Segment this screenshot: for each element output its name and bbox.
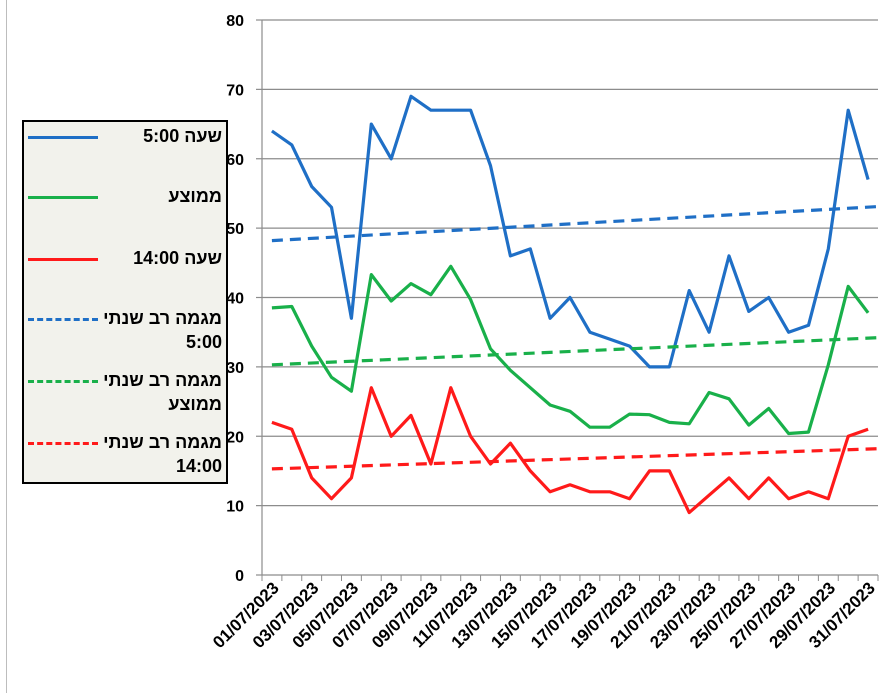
legend-swatch-series-2 bbox=[28, 196, 98, 199]
legend-label-series-1: שעה 5:00 bbox=[143, 126, 222, 146]
series-line-2 bbox=[271, 264, 870, 436]
y-tick-label-6: 60 bbox=[226, 152, 244, 169]
series-line-3 bbox=[271, 386, 869, 515]
legend-swatch-series-4 bbox=[28, 318, 98, 321]
legend-label-series-5: מגמה רב שנתי ממוצע bbox=[103, 370, 222, 414]
series-line-6 bbox=[271, 447, 879, 471]
legend-item-series-6: מגמה רב שנתי 14:00 bbox=[24, 428, 226, 476]
legend-item-series-1: שעה 5:00 bbox=[24, 122, 226, 166]
y-tick-label-0: 0 bbox=[235, 568, 244, 585]
legend-swatch-series-3 bbox=[28, 258, 98, 261]
y-tick-label-4: 40 bbox=[226, 291, 244, 308]
legend-label-series-6: מגמה רב שנתי 14:00 bbox=[103, 432, 222, 476]
frame-border-left bbox=[6, 0, 7, 693]
legend-swatch-series-6 bbox=[28, 442, 98, 445]
legend-item-series-5: מגמה רב שנתי ממוצע bbox=[24, 366, 226, 414]
y-tick-label-8: 80 bbox=[226, 13, 244, 30]
series-line-1 bbox=[270, 94, 870, 369]
chart-legend: שעה 5:00 ממוצע שעה 14:00 מגמה רב שנתי 5:… bbox=[22, 120, 228, 484]
y-tick-label-2: 20 bbox=[226, 429, 244, 446]
legend-item-series-3: שעה 14:00 bbox=[24, 244, 226, 292]
legend-item-series-2: ממוצע bbox=[24, 182, 226, 222]
y-tick-label-1: 10 bbox=[226, 499, 244, 516]
legend-swatch-series-1 bbox=[28, 136, 98, 139]
legend-item-series-4: מגמה רב שנתי 5:00 bbox=[24, 304, 226, 352]
legend-label-series-4: מגמה רב שנתי 5:00 bbox=[103, 308, 222, 352]
legend-label-series-3: שעה 14:00 bbox=[133, 248, 222, 268]
y-tick-label-7: 70 bbox=[226, 82, 244, 99]
legend-label-series-2: ממוצע bbox=[168, 186, 222, 206]
y-tick-label-5: 50 bbox=[226, 221, 244, 238]
series-line-4 bbox=[271, 205, 879, 243]
legend-swatch-series-5 bbox=[28, 380, 98, 383]
series-line-5 bbox=[271, 336, 879, 367]
y-tick-label-3: 30 bbox=[226, 360, 244, 377]
